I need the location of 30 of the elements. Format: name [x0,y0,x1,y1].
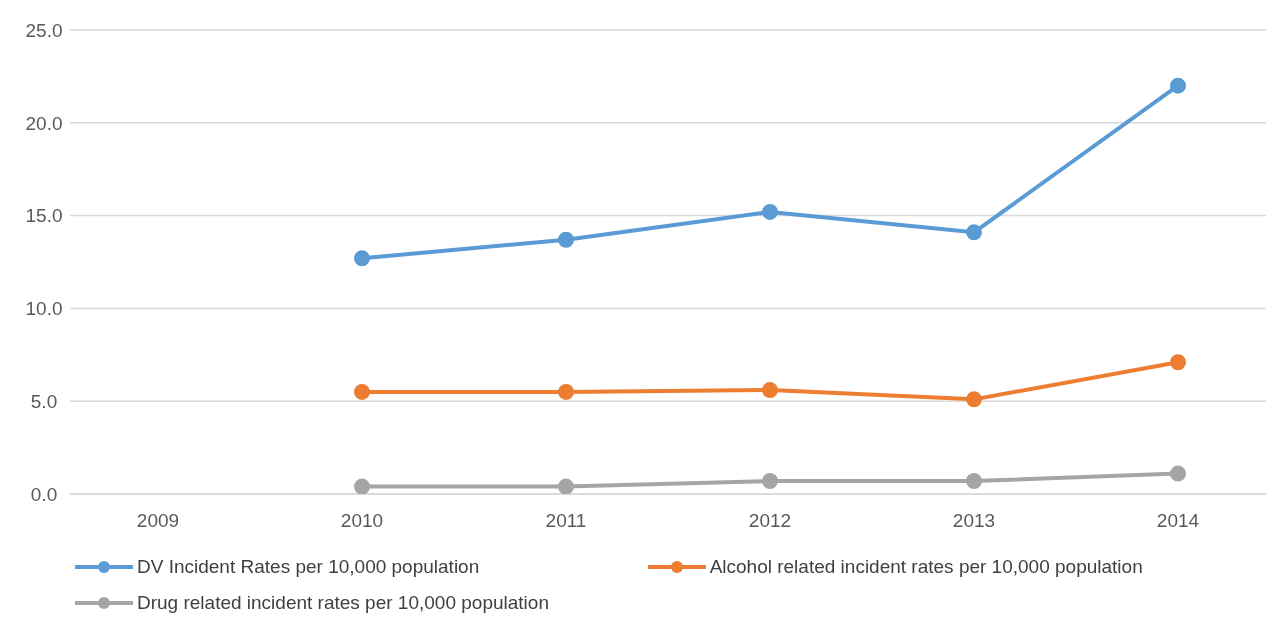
x-tick-label: 2010 [340,510,384,532]
point [1170,77,1186,94]
point [966,224,982,241]
legend-label: Alcohol related incident rates per 10,000 population [709,556,1143,578]
legend-label: DV Incident Rates per 10,000 population [137,556,480,578]
x-tick-label: 2011 [545,510,587,532]
y-tick-label: 25.0 [25,19,63,41]
x-tick-label: 2013 [952,510,996,532]
point [354,478,370,494]
y-tick-label: 10.0 [25,298,63,320]
x-tick-label: 2014 [1156,510,1200,532]
point [558,231,574,248]
point [558,383,574,400]
point [1170,354,1186,371]
x-tick-label: 2009 [136,510,180,532]
point [354,383,370,400]
point [966,391,982,408]
point [1170,465,1186,482]
y-tick-label: 0.0 [30,483,58,505]
point [762,382,778,399]
legend-label: Drug related incident rates per 10,000 population [137,592,549,614]
point [354,250,370,267]
point [558,478,574,494]
point [966,473,982,490]
y-tick-label: 20.0 [25,112,63,134]
y-tick-label: 15.0 [25,205,63,227]
point [762,473,778,490]
x-tick-label: 2012 [748,510,792,532]
y-tick-label: 5.0 [30,390,58,412]
point [762,203,778,220]
